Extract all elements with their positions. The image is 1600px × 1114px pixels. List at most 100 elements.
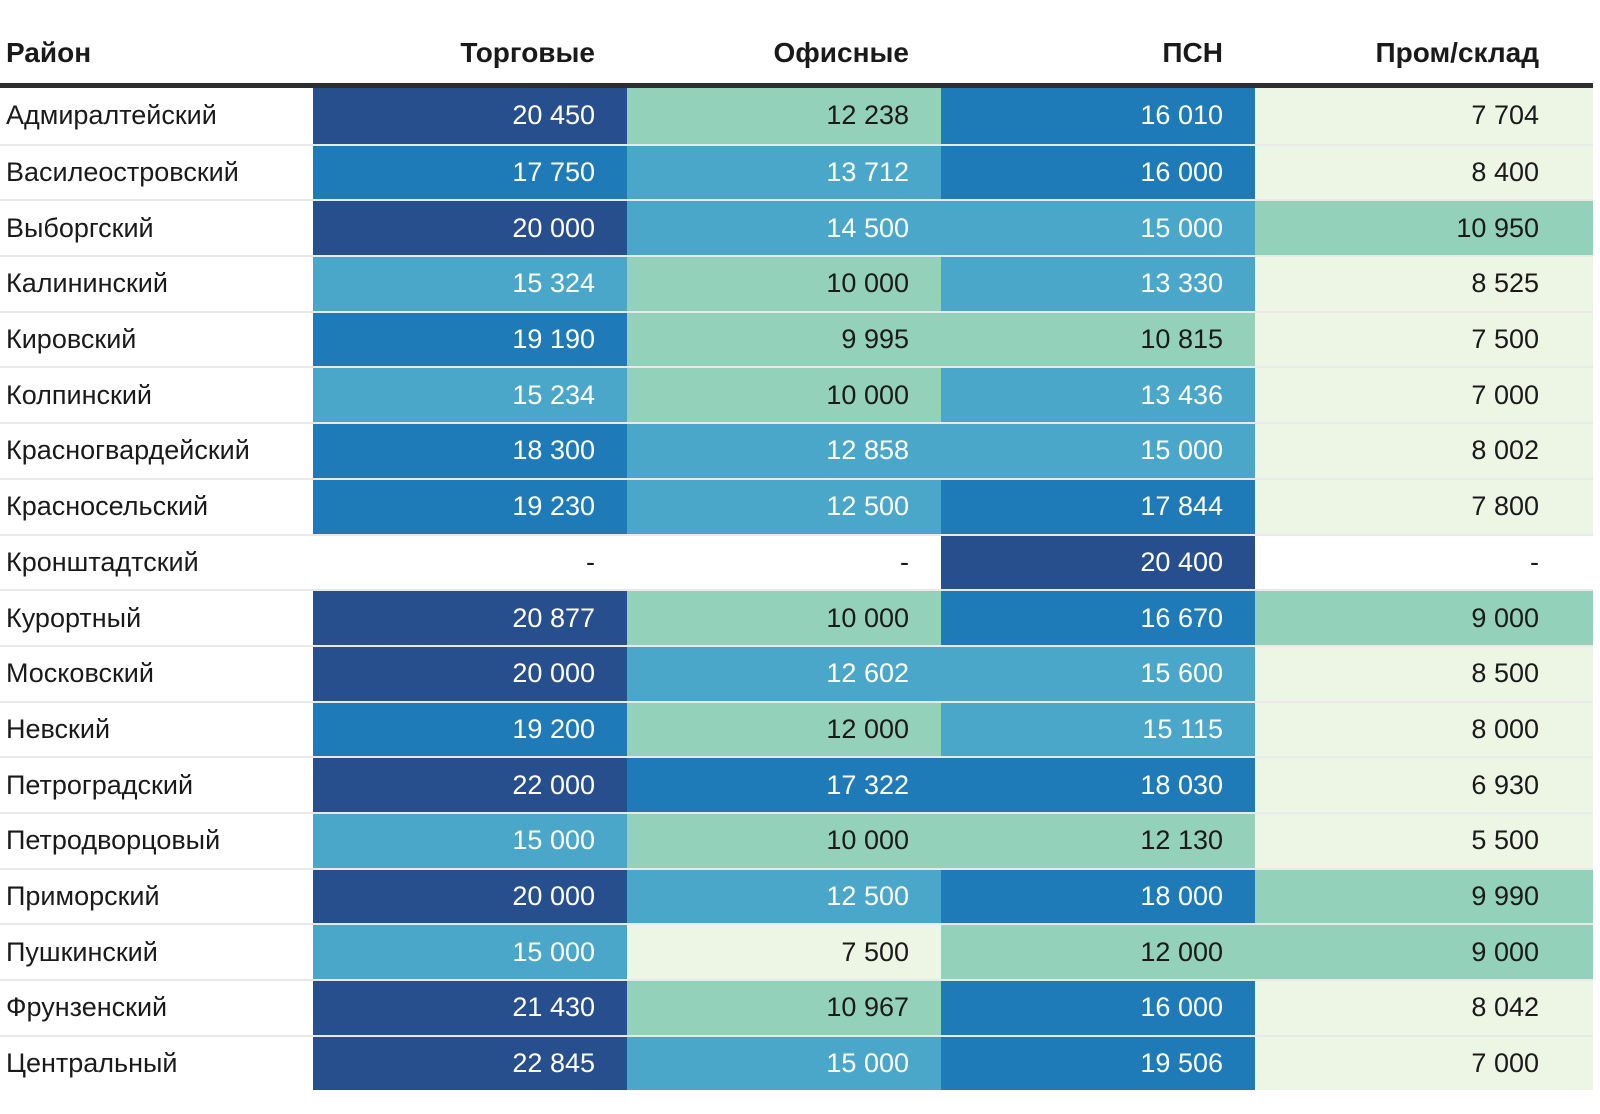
value-cell-psn: 15 600: [941, 646, 1255, 701]
table-row: Красносельский 19 230 12 500 17 844 7 800: [0, 477, 1593, 534]
table-row: Красногвардейский 18 300 12 858 15 000 8 002: [0, 422, 1593, 478]
district-name: Петродворцовый: [6, 825, 221, 856]
value-cell-retail: 15 324: [313, 257, 627, 311]
value-cell-industrial: 8 002: [1255, 424, 1593, 478]
value-cell-industrial: 10 950: [1255, 201, 1593, 256]
value-cell-industrial: 9 990: [1255, 869, 1593, 924]
value-cell-office: 10 967: [627, 981, 941, 1035]
value-cell-industrial: 8 400: [1255, 145, 1593, 200]
value-cell-office: 12 000: [627, 702, 941, 757]
value-cell-industrial: 7 704: [1255, 88, 1593, 144]
district-name: Невский: [6, 713, 111, 744]
value-cell-psn: 18 000: [941, 869, 1255, 924]
table-row: Фрунзенский 21 430 10 967 16 000 8 042: [0, 979, 1593, 1035]
value-cell-office: 10 000: [627, 368, 941, 423]
value-cell-psn: 16 000: [941, 145, 1255, 200]
value-cell-industrial: 6 930: [1255, 758, 1593, 812]
value-cell-retail: -: [313, 535, 627, 590]
district-name: Кронштадтский: [6, 546, 199, 577]
value-cell-industrial: 5 500: [1255, 813, 1593, 868]
value-cell-retail: 15 234: [313, 368, 627, 423]
value-cell-retail: 15 000: [313, 813, 627, 868]
value-cell-office: 9 995: [627, 312, 941, 367]
value-cell-industrial: -: [1255, 535, 1593, 590]
value-cell-office: 15 000: [627, 1036, 941, 1091]
table-row: Василеостровский 17 750 13 712 16 000 8 400: [0, 143, 1593, 200]
value-cell-retail: 15 000: [313, 925, 627, 979]
table-row: Московский 20 000 12 602 15 600 8 500: [0, 644, 1593, 701]
value-cell-retail: 20 877: [313, 591, 627, 645]
value-cell-psn: 10 815: [941, 312, 1255, 367]
value-cell-office: 10 000: [627, 813, 941, 868]
district-name: Василеостровский: [6, 157, 239, 188]
value-cell-office: 12 858: [627, 424, 941, 478]
value-cell-office: 14 500: [627, 201, 941, 256]
value-cell-retail: 17 750: [313, 145, 627, 200]
district-name: Красногвардейский: [6, 435, 250, 466]
table-row: Калининский 15 324 10 000 13 330 8 525: [0, 255, 1593, 311]
value-cell-psn: 17 844: [941, 479, 1255, 534]
value-cell-office: 12 500: [627, 479, 941, 534]
table-row: Колпинский 15 234 10 000 13 436 7 000: [0, 366, 1593, 423]
column-header-psn: ПСН: [1162, 36, 1223, 68]
value-cell-psn: 15 000: [941, 201, 1255, 256]
table-header-row: Район Торговые Офисные ПСН Пром/склад: [0, 0, 1593, 88]
value-cell-retail: 19 230: [313, 479, 627, 534]
table-row: Кронштадтский - -20 400-: [0, 533, 1593, 590]
value-cell-psn: 18 030: [941, 758, 1255, 812]
district-name: Колпинский: [6, 379, 152, 410]
value-cell-psn: 13 436: [941, 368, 1255, 423]
value-cell-retail: 20 450: [313, 88, 627, 144]
district-name: Московский: [6, 658, 154, 689]
value-cell-psn: 15 000: [941, 424, 1255, 478]
value-cell-office: 10 000: [627, 257, 941, 311]
table-row: Курортный 20 877 10 000 16 670 9 000: [0, 589, 1593, 645]
value-cell-psn: 20 400: [941, 535, 1255, 590]
value-cell-industrial: 7 500: [1255, 312, 1593, 367]
value-cell-psn: 12 000: [941, 925, 1255, 979]
value-cell-retail: 20 000: [313, 646, 627, 701]
value-cell-retail: 21 430: [313, 981, 627, 1035]
table-row: Кировский 19 190 9 995 10 815 7 500: [0, 310, 1593, 367]
value-cell-industrial: 7 000: [1255, 1036, 1593, 1091]
heatmap-table: Район Торговые Офисные ПСН Пром/склад Ад…: [0, 0, 1593, 1091]
value-cell-retail: 22 000: [313, 758, 627, 812]
value-cell-industrial: 8 525: [1255, 257, 1593, 311]
value-cell-industrial: 7 000: [1255, 368, 1593, 423]
value-cell-psn: 19 506: [941, 1036, 1255, 1091]
district-name: Красносельский: [6, 491, 209, 522]
table-row: Приморский 20 000 12 500 18 000 9 990: [0, 867, 1593, 924]
table-row: Пушкинский 15 000 7 500 12 000 9 000: [0, 923, 1593, 979]
value-cell-industrial: 8 500: [1255, 646, 1593, 701]
value-cell-retail: 20 000: [313, 869, 627, 924]
value-cell-psn: 16 000: [941, 981, 1255, 1035]
value-cell-office: 12 602: [627, 646, 941, 701]
value-cell-industrial: 9 000: [1255, 925, 1593, 979]
table-row: Выборгский 20 000 14 500 15 000 10 950: [0, 199, 1593, 256]
value-cell-psn: 13 330: [941, 257, 1255, 311]
district-name: Кировский: [6, 324, 137, 355]
district-name: Приморский: [6, 880, 160, 911]
column-header-office: Офисные: [773, 36, 909, 68]
district-name: Фрунзенский: [6, 992, 168, 1023]
value-cell-office: 10 000: [627, 591, 941, 645]
value-cell-retail: 20 000: [313, 201, 627, 256]
column-header-retail: Торговые: [460, 36, 595, 68]
value-cell-psn: 12 130: [941, 813, 1255, 868]
value-cell-retail: 19 190: [313, 312, 627, 367]
value-cell-retail: 18 300: [313, 424, 627, 478]
value-cell-office: 12 500: [627, 869, 941, 924]
value-cell-psn: 16 010: [941, 88, 1255, 144]
district-name: Курортный: [6, 602, 142, 633]
value-cell-industrial: 9 000: [1255, 591, 1593, 645]
district-name: Выборгский: [6, 212, 154, 243]
district-name: Пушкинский: [6, 936, 158, 967]
column-header-industrial: Пром/склад: [1375, 36, 1539, 68]
table-row: Петродворцовый 15 000 10 000 12 130 5 500: [0, 811, 1593, 868]
value-cell-retail: 19 200: [313, 702, 627, 757]
district-name: Петроградский: [6, 769, 194, 800]
value-cell-industrial: 7 800: [1255, 479, 1593, 534]
value-cell-psn: 16 670: [941, 591, 1255, 645]
district-name: Калининский: [6, 268, 168, 299]
value-cell-retail: 22 845: [313, 1036, 627, 1091]
